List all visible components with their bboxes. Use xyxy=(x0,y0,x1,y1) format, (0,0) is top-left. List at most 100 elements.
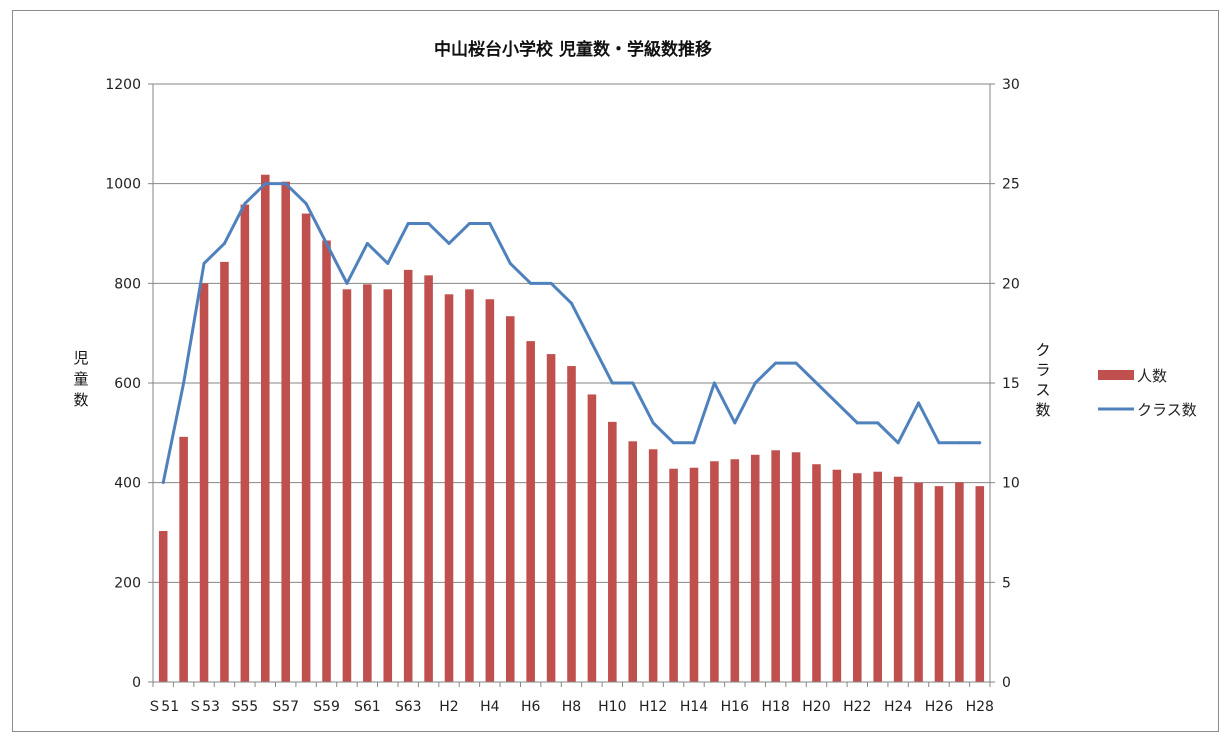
bar-H1 xyxy=(424,275,433,682)
line-point-S55 xyxy=(243,202,247,206)
line-point-H8 xyxy=(570,301,573,305)
chart-title: 中山桜台小学校 児童数・学級数推移 xyxy=(434,39,712,60)
bar-H22 xyxy=(853,473,862,682)
axis-label-char: ク xyxy=(1035,341,1050,359)
y-tick-label-right: 10 xyxy=(1002,476,1020,492)
line-point-S58 xyxy=(304,202,308,206)
axes: 0 200 400 600 800 1000 1200 0 5 10 15 20 25 30 Ｓ51 Ｓ53 S… xyxy=(105,77,1019,715)
x-tick-label: H8 xyxy=(562,699,581,715)
line-point-H3 xyxy=(467,222,471,226)
bar-H27 xyxy=(955,482,964,682)
x-tick-label: Ｓ51 xyxy=(147,699,179,715)
bar-H6 xyxy=(526,341,535,682)
axis-label-char: 童 xyxy=(73,370,88,388)
bar-S62 xyxy=(383,289,393,682)
axis-label-char: ラ xyxy=(1035,361,1050,379)
x-tick-label: H6 xyxy=(521,699,541,715)
line-point-H27 xyxy=(957,441,961,445)
line-point-S61 xyxy=(365,241,369,245)
x-tick-label: H28 xyxy=(966,699,994,715)
bar-H12 xyxy=(648,449,658,682)
legend-bar-swatch xyxy=(1098,370,1134,380)
bar-H23 xyxy=(873,471,883,682)
bar-S52 xyxy=(179,436,188,682)
bar-H4 xyxy=(485,299,495,682)
x-tick-label: H18 xyxy=(761,699,789,715)
y-axis-label-right: クラス数 xyxy=(1035,341,1050,419)
x-tick-label: H12 xyxy=(639,699,667,715)
bar-H20 xyxy=(812,464,821,682)
y-tick-label-right: 0 xyxy=(1002,675,1011,691)
bar-series xyxy=(158,174,985,683)
x-tick-label: H14 xyxy=(680,699,708,715)
line-point-H15 xyxy=(712,381,716,385)
bar-S51 xyxy=(158,531,168,682)
line-point-H26 xyxy=(937,441,941,445)
x-tick-label: H4 xyxy=(480,699,500,715)
bar-H14 xyxy=(689,467,699,682)
bar-H18 xyxy=(771,450,780,682)
line-point-H11 xyxy=(631,381,635,385)
line-point-H12 xyxy=(651,421,655,425)
line-point-H4 xyxy=(488,222,492,226)
line-point-S62 xyxy=(386,261,390,265)
legend-bar-label: 人数 xyxy=(1137,367,1167,385)
line-point-H5 xyxy=(508,261,512,265)
y-tick-label-left: 200 xyxy=(114,575,141,591)
line-point-H23 xyxy=(876,421,880,425)
bar-H17 xyxy=(750,454,760,682)
line-point-S53 xyxy=(202,261,206,265)
x-tick-label: H20 xyxy=(802,699,830,715)
line-point-H13 xyxy=(672,441,676,445)
line-point-H6 xyxy=(529,281,533,285)
y-tick-label-left: 1200 xyxy=(105,77,141,93)
line-point-H14 xyxy=(692,441,696,445)
axis-label-char: 数 xyxy=(73,391,88,409)
bar-S58 xyxy=(301,213,311,683)
y-tick-label-left: 400 xyxy=(114,476,141,492)
line-point-S52 xyxy=(182,381,186,385)
y-tick-label-right: 30 xyxy=(1002,77,1020,93)
line-point-H1 xyxy=(427,222,431,226)
bar-S57 xyxy=(281,181,290,682)
x-tick-label: H10 xyxy=(598,699,626,715)
x-tick-label: H22 xyxy=(843,699,871,715)
y-tick-label-left: 0 xyxy=(132,675,141,691)
x-tick-label: H24 xyxy=(884,699,912,715)
line-series xyxy=(161,182,982,485)
line-point-S56 xyxy=(263,182,267,186)
bar-H26 xyxy=(934,486,944,682)
x-tick-label: H26 xyxy=(925,699,953,715)
x-tick-label: S59 xyxy=(313,699,340,715)
axis-label-char: 数 xyxy=(1035,401,1050,419)
line-point-S63 xyxy=(406,222,410,226)
bar-H21 xyxy=(832,469,842,682)
bar-H15 xyxy=(710,461,719,682)
y-tick-label-left: 600 xyxy=(114,376,141,392)
bar-H13 xyxy=(669,468,678,682)
bar-H28 xyxy=(975,486,985,682)
line-point-H10 xyxy=(610,381,614,385)
bar-H3 xyxy=(465,289,474,682)
line-point-H24 xyxy=(896,441,900,445)
x-tick-label: Ｓ53 xyxy=(188,699,220,715)
line-point-H19 xyxy=(794,361,798,365)
line-point-H28 xyxy=(978,441,982,445)
bar-S63 xyxy=(403,269,413,682)
bar-H8 xyxy=(567,366,576,682)
line-point-H7 xyxy=(549,281,553,285)
bar-H16 xyxy=(730,459,740,682)
bar-S60 xyxy=(342,289,352,682)
chart: 0 200 400 600 800 1000 1200 0 5 10 15 20 25 30 Ｓ51 Ｓ53 S… xyxy=(73,39,1196,715)
bar-H5 xyxy=(505,316,515,682)
line-point-H20 xyxy=(814,381,818,385)
bar-H2 xyxy=(444,294,454,682)
chart-frame: 0 200 400 600 800 1000 1200 0 5 10 15 20 25 30 Ｓ51 Ｓ53 S… xyxy=(12,10,1219,732)
bar-S59 xyxy=(322,240,331,682)
y-tick-label-left: 800 xyxy=(114,276,141,292)
bar-S54 xyxy=(220,261,229,682)
bar-H9 xyxy=(587,394,597,682)
x-tick-label: S63 xyxy=(395,699,422,715)
bar-H24 xyxy=(893,476,903,682)
line-point-H9 xyxy=(590,341,594,345)
